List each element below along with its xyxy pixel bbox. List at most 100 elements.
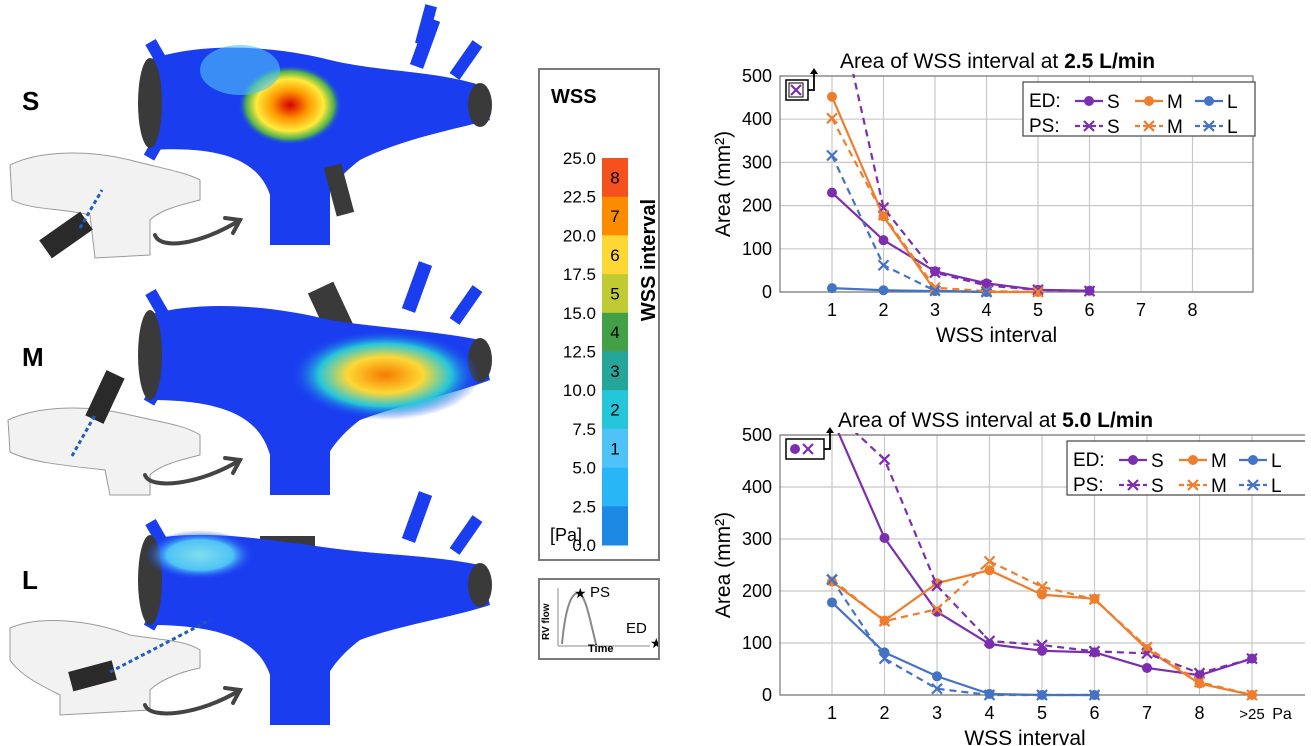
inset-ps-label: PS (590, 584, 611, 601)
legend-row-label: ED: (1073, 450, 1105, 471)
vessel-m (138, 261, 492, 495)
chart-title: Area of WSS interval at 5.0 L/min (838, 409, 1153, 432)
series-line-ps-s (852, 74, 1090, 293)
off-scale-marker (785, 68, 818, 101)
inset-ylabel: RV flow (541, 603, 552, 640)
colorbar-band (602, 506, 628, 546)
legend-series-name: S (1107, 117, 1120, 138)
colorbar-tick-label: 0.0 (572, 536, 596, 555)
x-tick-label: 2 (878, 300, 888, 320)
data-point-x (1141, 641, 1153, 653)
series-line-ps-l (831, 578, 1095, 697)
y-tick-label: 400 (742, 109, 772, 129)
colorbar-band (602, 351, 628, 391)
colorbar-band (602, 235, 628, 275)
x-unit-label: Pa (1272, 706, 1292, 723)
colorbar-tick-label: 17.5 (563, 265, 596, 284)
colorbar-band (602, 428, 628, 469)
data-point (827, 597, 837, 608)
data-point-x (877, 209, 890, 221)
y-axis-label: Area (mm²) (712, 512, 735, 618)
x-axis-label: WSS interval (964, 727, 1085, 746)
x-axis-label: WSS interval (936, 324, 1057, 347)
y-tick-label: 100 (742, 239, 772, 259)
data-point-x (1193, 676, 1206, 688)
chart-legend: ED: S M L PS: S M L (1022, 81, 1256, 138)
colorbar-interval-label: 1 (610, 439, 619, 458)
data-point-x (931, 603, 943, 615)
rotate-arrow-icon (143, 216, 244, 716)
legend-series-name: M (1211, 476, 1227, 497)
x-tick-label: 7 (1136, 300, 1146, 320)
legend-row-label: ED: (1029, 91, 1061, 112)
data-point-x (1246, 689, 1258, 701)
colorbar-interval-label: 7 (610, 207, 619, 226)
colorbar-interval-label: 6 (610, 246, 619, 265)
x-tick-label: 6 (1089, 703, 1099, 723)
data-point-x (1088, 593, 1101, 606)
mini-model-l (9, 618, 211, 716)
row-label-m: M (22, 342, 44, 372)
colorbar-tick-label: 5.0 (572, 459, 596, 478)
inset-ed-label: ED (626, 620, 647, 637)
y-tick-label: 400 (742, 477, 772, 497)
off-scale-marker (785, 427, 834, 460)
series-line-ed-l (831, 601, 1095, 697)
series-line-ps-l (831, 155, 987, 294)
y-tick-label: 100 (742, 633, 772, 653)
legend-series-name: L (1271, 476, 1282, 497)
legend-series-name: L (1271, 451, 1282, 472)
legend-series-name: S (1151, 451, 1164, 472)
legend-series-name: L (1227, 117, 1238, 138)
data-point (932, 671, 942, 682)
ed-star-icon: ★ (650, 635, 658, 651)
y-tick-label: 300 (742, 152, 772, 172)
legend-series-name: M (1167, 92, 1183, 113)
colorbar-band (602, 196, 628, 236)
row-label-s: S (22, 86, 40, 116)
x-tick-label: 1 (827, 300, 837, 320)
chart-5-0-lmin: Area of WSS interval at 5.0 L/min 0 100 200… (712, 409, 1305, 746)
flow-inset: ★ ★ RV flow Time PS ED (538, 578, 660, 660)
data-point-x (1246, 652, 1258, 665)
data-point-x (878, 652, 891, 665)
colorbar-interval-label: 4 (610, 323, 619, 342)
inset-xlabel: Time (588, 643, 614, 655)
colorbar-tick-label: 2.5 (572, 497, 596, 516)
data-point (1142, 662, 1152, 673)
x-tick-label: 5 (1037, 703, 1047, 723)
chart-legend: ED: S M L PS: S M L (1066, 440, 1305, 497)
data-point (879, 532, 890, 543)
mini-model-m (7, 370, 201, 496)
colorbar-band (602, 274, 628, 314)
x-tick-label: 4 (981, 300, 991, 320)
legend-row-label: PS: (1029, 116, 1060, 137)
data-point-x (1032, 286, 1044, 298)
data-point (878, 285, 889, 296)
colorbar-tick-label: 12.5 (563, 343, 596, 362)
colorbar: 25.0 22.5 20.0 17.5 15.0 12.5 10.0 7.5 5.0 2.5 0.0… (563, 149, 628, 555)
data-point-x (929, 266, 941, 279)
x-tick-label: 4 (984, 703, 994, 723)
series-line-ed-s (831, 191, 1090, 292)
colorbar-tick-label: 15.0 (563, 304, 596, 323)
chart-2-5-lmin: Area of WSS interval at 2.5 L/min 0 100 200… (712, 50, 1256, 347)
data-point-x (983, 689, 996, 701)
y-axis-label: Area (mm²) (712, 131, 735, 237)
x-tick-label: 6 (1084, 300, 1094, 320)
colorbar-band (602, 158, 628, 198)
colorbar-tick-label: 25.0 (563, 149, 596, 168)
colorbar-band (602, 312, 628, 352)
colorbar-legend: WSS [Pa] WSS interval 25.0 22.5 20.0 17.5 15… (538, 68, 660, 561)
colorbar-band (602, 390, 628, 430)
colorbar-tick-label: 10.0 (563, 381, 596, 400)
mini-model-s (9, 152, 201, 259)
data-point (827, 187, 837, 198)
data-point (932, 606, 942, 617)
y-tick-label: 500 (742, 425, 772, 445)
colorbar-band (602, 467, 628, 507)
data-point-x (878, 453, 891, 466)
data-point (878, 235, 889, 246)
data-point-x (826, 573, 838, 586)
legend-series-name: S (1107, 92, 1120, 113)
